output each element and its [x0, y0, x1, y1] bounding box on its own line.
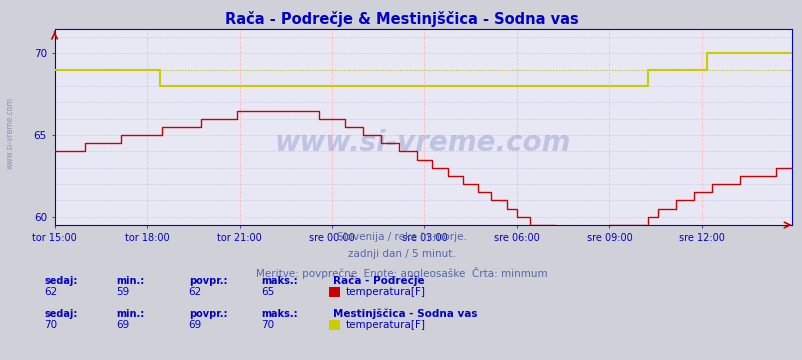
Text: zadnji dan / 5 minut.: zadnji dan / 5 minut. — [347, 249, 455, 260]
Text: 69: 69 — [116, 320, 130, 330]
Text: www.si-vreme.com: www.si-vreme.com — [6, 97, 15, 169]
Text: 70: 70 — [261, 320, 273, 330]
Text: 65: 65 — [261, 287, 274, 297]
Text: Mestinjščica - Sodna vas: Mestinjščica - Sodna vas — [333, 308, 477, 319]
Text: povpr.:: povpr.: — [188, 276, 227, 287]
Text: Meritve: povprečne  Enote: angleosaške  Črta: minmum: Meritve: povprečne Enote: angleosaške Čr… — [255, 267, 547, 279]
Text: Rača - Podrečje & Mestinjščica - Sodna vas: Rača - Podrečje & Mestinjščica - Sodna v… — [225, 11, 577, 27]
Text: sedaj:: sedaj: — [44, 309, 78, 319]
Text: 69: 69 — [188, 320, 202, 330]
Text: 70: 70 — [44, 320, 57, 330]
Text: temperatura[F]: temperatura[F] — [345, 320, 425, 330]
Text: min.:: min.: — [116, 309, 144, 319]
Text: sedaj:: sedaj: — [44, 276, 78, 287]
Text: Slovenija / reke in morje.: Slovenija / reke in morje. — [336, 232, 466, 242]
Text: min.:: min.: — [116, 276, 144, 287]
Text: maks.:: maks.: — [261, 309, 298, 319]
Text: 62: 62 — [188, 287, 202, 297]
Text: 62: 62 — [44, 287, 58, 297]
Text: Rača - Podrečje: Rača - Podrečje — [333, 276, 424, 287]
Text: www.si-vreme.com: www.si-vreme.com — [274, 129, 571, 157]
Text: maks.:: maks.: — [261, 276, 298, 287]
Text: 59: 59 — [116, 287, 130, 297]
Text: povpr.:: povpr.: — [188, 309, 227, 319]
Text: temperatura[F]: temperatura[F] — [345, 287, 425, 297]
